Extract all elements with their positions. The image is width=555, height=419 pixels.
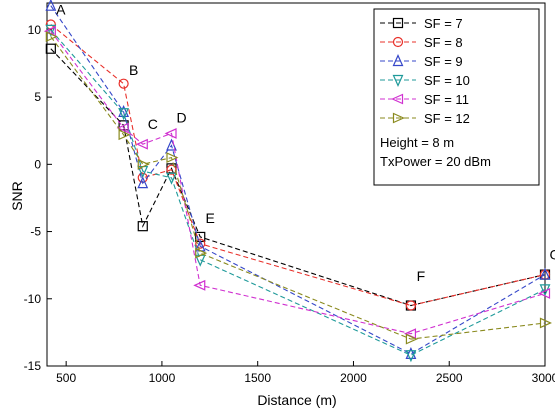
point-annotation: B xyxy=(129,62,138,78)
data-point xyxy=(195,238,206,249)
legend-label: SF = 12 xyxy=(424,111,470,126)
point-annotation: G xyxy=(550,246,555,262)
legend: SF = 7 SF = 8 SF = 9 SF = 10 SF = 11 SF = 12 H… xyxy=(373,8,540,186)
x-tick-label: 2500 xyxy=(436,371,463,385)
y-tick-label: 0 xyxy=(34,157,41,171)
data-point xyxy=(164,127,177,139)
legend-marker xyxy=(392,54,404,67)
data-point xyxy=(45,43,56,54)
legend-note: Height = 8 m xyxy=(380,135,454,150)
legend-marker xyxy=(392,17,404,29)
data-point xyxy=(405,346,417,359)
legend-label: SF = 11 xyxy=(424,92,469,107)
data-point xyxy=(137,176,149,189)
data-point xyxy=(135,138,148,150)
data-point xyxy=(166,164,177,175)
legend-marker xyxy=(392,112,405,124)
plot-frame xyxy=(46,2,546,367)
data-point xyxy=(45,0,57,11)
y-tick-label: 10 xyxy=(28,23,42,37)
legend-label: SF = 9 xyxy=(424,54,463,69)
data-point xyxy=(118,78,129,89)
data-point xyxy=(405,300,417,311)
series-line xyxy=(50,5,546,355)
legend-marker xyxy=(392,36,404,48)
point-annotation: F xyxy=(417,268,426,284)
legend-note: TxPower = 20 dBm xyxy=(380,154,491,169)
data-point xyxy=(166,152,179,164)
data-point xyxy=(538,287,551,299)
y-tick-label: -5 xyxy=(30,225,41,239)
legend-label: SF = 8 xyxy=(424,35,463,50)
data-point xyxy=(137,158,150,170)
point-annotation: D xyxy=(176,109,186,125)
data-point xyxy=(116,122,129,134)
x-axis-label: Distance (m) xyxy=(257,392,336,408)
data-point xyxy=(405,350,417,363)
x-tick-label: 500 xyxy=(56,371,76,385)
legend-marker xyxy=(392,74,404,87)
x-tick-label: 3000 xyxy=(532,371,555,385)
data-point xyxy=(539,267,551,280)
series-line xyxy=(50,29,546,356)
data-point xyxy=(193,279,206,291)
series-sf-12 xyxy=(45,31,552,345)
legend-marker xyxy=(391,93,404,105)
legend-label: SF = 10 xyxy=(424,73,470,88)
data-point xyxy=(166,172,177,185)
y-tick-label: -10 xyxy=(24,292,42,306)
series-sf-8 xyxy=(45,19,551,311)
data-point xyxy=(45,31,58,43)
y-tick-label: -15 xyxy=(24,359,42,373)
series-sf-11 xyxy=(43,25,551,340)
y-axis-label: SNR xyxy=(9,181,25,211)
x-tick-label: 1500 xyxy=(244,371,271,385)
data-point xyxy=(195,247,208,259)
legend-label: SF = 7 xyxy=(424,16,463,31)
data-point xyxy=(118,129,131,141)
series-line xyxy=(50,24,546,307)
y-tick-label: 5 xyxy=(34,90,41,104)
point-annotation: A xyxy=(56,2,66,18)
x-tick-label: 1000 xyxy=(149,371,176,385)
series-line xyxy=(50,30,546,335)
data-point xyxy=(137,221,148,232)
data-point xyxy=(539,317,552,329)
data-point xyxy=(405,333,418,345)
point-annotation: E xyxy=(206,210,215,226)
point-annotation: C xyxy=(148,116,158,132)
x-tick-label: 2000 xyxy=(340,371,367,385)
data-point xyxy=(118,108,130,121)
series-line xyxy=(50,36,546,340)
